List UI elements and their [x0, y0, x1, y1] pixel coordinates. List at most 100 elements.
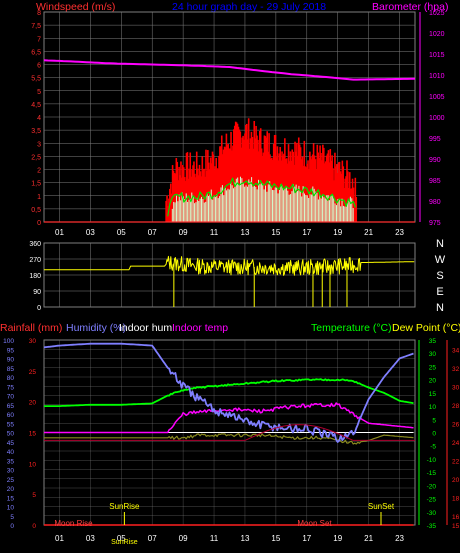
- sunset-label: SunSet: [368, 502, 395, 511]
- windspeed-tick-label: 4,5: [31, 102, 41, 109]
- rainfall-tick-label: 15: [29, 431, 37, 438]
- windspeed-tick-label: 5,5: [31, 76, 41, 83]
- indoor-temp-line: [44, 402, 414, 434]
- x-tick-label: 07: [148, 534, 157, 543]
- x-tick-label: 05: [117, 228, 126, 237]
- rainfall-tick-label: 10: [29, 461, 37, 468]
- humidity-tick-label: 35: [7, 458, 15, 465]
- temperature-tick-label: -20: [427, 483, 437, 490]
- temperature-tick-label: 30: [429, 351, 437, 358]
- barometer-tick-label: 995: [429, 136, 441, 143]
- temperature-tick-label: 25: [429, 364, 437, 371]
- x-tick-label: 17: [302, 534, 311, 543]
- humidity-tick-label: 85: [7, 366, 15, 373]
- temperature-tick-label: 20: [429, 378, 437, 385]
- humidity-tick-label: 45: [7, 440, 15, 447]
- windspeed-tick-label: 6,5: [31, 49, 41, 56]
- indoor-temp-axis-title: Indoor temp: [172, 322, 228, 334]
- humidity-tick-label: 10: [7, 505, 15, 512]
- indoor-temp-tick-label: 22: [452, 458, 460, 465]
- x-tick-label: 03: [86, 228, 95, 237]
- indoor-temp-tick-label: 28: [452, 403, 460, 410]
- temperature-axis-title: Temperature (°C): [311, 322, 392, 334]
- windspeed-tick-label: 1: [37, 194, 41, 201]
- x-tick-label: 13: [241, 228, 250, 237]
- temperature-line: [44, 378, 414, 408]
- direction-tick-label: 90: [33, 289, 41, 296]
- x-tick-label: 05: [117, 534, 126, 543]
- barometer-tick-label: 1005: [429, 94, 445, 101]
- x-tick-label: 13: [241, 534, 250, 543]
- windspeed-tick-label: 2: [37, 168, 41, 175]
- humidity-axis-title: Humidity (%): [66, 322, 126, 334]
- humidity-tick-label: 70: [7, 394, 15, 401]
- compass-label: W: [435, 254, 446, 266]
- windspeed-tick-label: 0,5: [31, 207, 41, 214]
- x-tick-label: 07: [148, 228, 157, 237]
- temperature-tick-label: 15: [429, 391, 437, 398]
- windspeed-tick-label: 4: [37, 115, 41, 122]
- dewpoint-line: [44, 433, 414, 445]
- temperature-tick-label: -15: [427, 470, 437, 477]
- humidity-tick-label: 95: [7, 347, 15, 354]
- humidity-tick-label: 60: [7, 412, 15, 419]
- humidity-tick-label: 20: [7, 486, 15, 493]
- direction-tick-label: 270: [29, 257, 41, 264]
- humidity-tick-label: 80: [7, 375, 15, 382]
- humidity-tick-label: 0: [10, 523, 14, 530]
- barometer-tick-label: 990: [429, 157, 441, 164]
- humidity-tick-label: 25: [7, 477, 15, 484]
- wind-average-line: [167, 177, 357, 217]
- x-tick-label: 21: [364, 228, 373, 237]
- x-tick-label: 01: [55, 228, 64, 237]
- humidity-tick-label: 15: [7, 495, 15, 502]
- humidity-tick-label: 100: [3, 338, 14, 345]
- x-tick-label: 19: [333, 228, 342, 237]
- windspeed-tick-label: 3: [37, 141, 41, 148]
- barometer-tick-label: 985: [429, 178, 441, 185]
- indoor-temp-tick-label: 26: [452, 421, 460, 428]
- compass-label: N: [436, 302, 444, 314]
- temperature-tick-label: -5: [430, 444, 436, 451]
- temperature-tick-label: -30: [427, 510, 437, 517]
- rainfall-tick-label: 20: [29, 400, 37, 407]
- barometer-tick-label: 1000: [429, 115, 445, 122]
- dewpoint-trend-line: [44, 424, 415, 441]
- compass-label: S: [436, 270, 443, 282]
- temperature-tick-label: -25: [427, 497, 437, 504]
- x-tick-label: 01: [55, 534, 64, 543]
- dewpoint-axis-title: Dew Point (°C): [392, 322, 460, 334]
- windspeed-tick-label: 1,5: [31, 181, 41, 188]
- windspeed-tick-label: 5: [37, 89, 41, 96]
- windspeed-axis-title: Windspeed (m/s): [36, 1, 115, 13]
- windspeed-tick-label: 3,5: [31, 128, 41, 135]
- humidity-tick-label: 5: [10, 514, 14, 521]
- x-tick-label: 09: [179, 534, 188, 543]
- x-tick-label: 21: [364, 534, 373, 543]
- temperature-tick-label: 10: [429, 404, 437, 411]
- compass-label: E: [436, 286, 443, 298]
- direction-tick-label: 360: [29, 241, 41, 248]
- rainfall-tick-label: 0: [32, 523, 36, 530]
- humidity-tick-label: 30: [7, 468, 15, 475]
- rainfall-tick-label: 5: [32, 492, 36, 499]
- indoor-temp-tick-label: 30: [452, 384, 460, 391]
- indoor-temp-tick-label: 34: [452, 347, 460, 354]
- x-tick-label: 15: [271, 534, 280, 543]
- x-tick-label: 19: [333, 534, 342, 543]
- wind-direction-line: [44, 255, 415, 276]
- sunrise-time-label: SunRise: [111, 539, 138, 546]
- barometer-tick-label: 1015: [429, 52, 445, 59]
- barometer-tick-label: 980: [429, 199, 441, 206]
- indoor-temp-tick-label: 16: [452, 514, 460, 521]
- x-tick-label: 11: [210, 228, 219, 237]
- x-tick-label: 23: [395, 534, 404, 543]
- x-tick-label: 09: [179, 228, 188, 237]
- barometer-axis-title: Barometer (hpa): [372, 1, 448, 13]
- humidity-tick-label: 90: [7, 357, 15, 364]
- barometer-tick-label: 1010: [429, 73, 445, 80]
- windspeed-tick-label: 7,5: [31, 23, 41, 30]
- wind-baro-panel: 0 0,5 1 1,5 2 2,5 3 3,5 4 4,5 5 5,5 6 6,5 7 7,5 8 975 980 9…: [31, 10, 444, 237]
- humidity-tick-label: 75: [7, 384, 15, 391]
- temperature-tick-label: -10: [427, 457, 437, 464]
